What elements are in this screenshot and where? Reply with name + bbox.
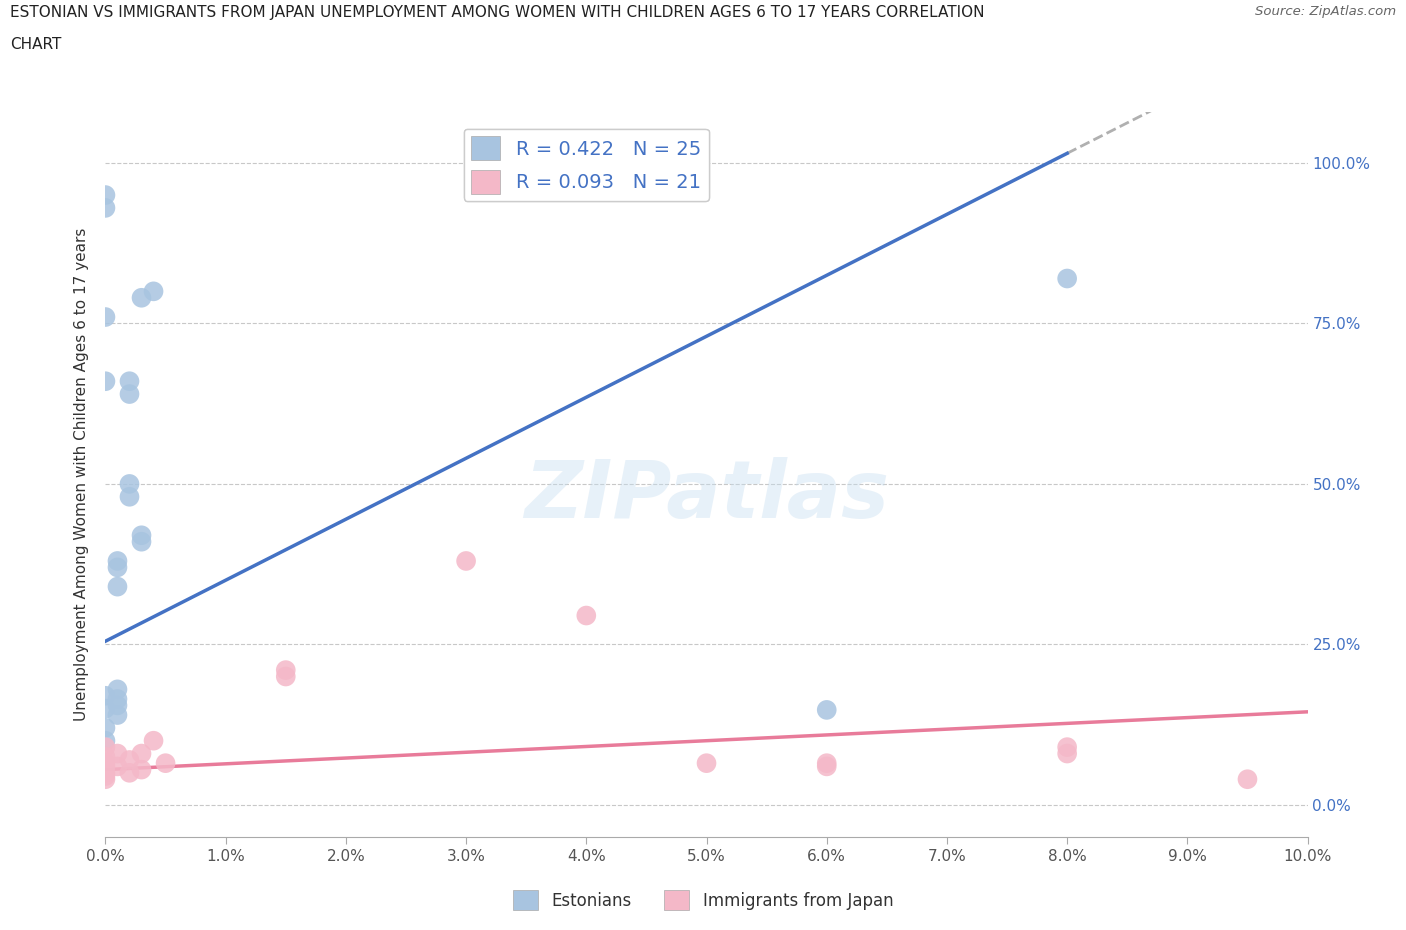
Point bbox=[94, 772, 117, 787]
Text: ESTONIAN VS IMMIGRANTS FROM JAPAN UNEMPLOYMENT AMONG WOMEN WITH CHILDREN AGES 6 : ESTONIAN VS IMMIGRANTS FROM JAPAN UNEMPL… bbox=[10, 5, 984, 20]
Point bbox=[1056, 739, 1078, 754]
Point bbox=[107, 579, 129, 594]
Point bbox=[107, 553, 129, 568]
Point bbox=[155, 756, 177, 771]
Point bbox=[1056, 746, 1078, 761]
Legend: R = 0.422   N = 25, R = 0.093   N = 21: R = 0.422 N = 25, R = 0.093 N = 21 bbox=[464, 128, 709, 201]
Point bbox=[94, 201, 117, 216]
Point bbox=[107, 682, 129, 697]
Point bbox=[94, 765, 117, 780]
Point bbox=[94, 756, 117, 771]
Point bbox=[274, 663, 297, 678]
Point bbox=[131, 763, 153, 777]
Point bbox=[1056, 271, 1078, 286]
Point bbox=[118, 752, 141, 767]
Point bbox=[274, 669, 297, 684]
Point bbox=[94, 721, 117, 736]
Point bbox=[107, 759, 129, 774]
Legend: Estonians, Immigrants from Japan: Estonians, Immigrants from Japan bbox=[506, 884, 900, 917]
Point bbox=[131, 534, 153, 549]
Point bbox=[94, 750, 117, 764]
Point bbox=[118, 765, 141, 780]
Point bbox=[118, 476, 141, 491]
Text: ZIPatlas: ZIPatlas bbox=[524, 457, 889, 535]
Point bbox=[94, 768, 117, 783]
Point bbox=[118, 489, 141, 504]
Point bbox=[1236, 772, 1258, 787]
Point bbox=[142, 284, 165, 299]
Point bbox=[94, 374, 117, 389]
Point bbox=[107, 746, 129, 761]
Point bbox=[131, 746, 153, 761]
Point bbox=[107, 708, 129, 723]
Point bbox=[454, 553, 477, 568]
Point bbox=[131, 290, 153, 305]
Point bbox=[107, 692, 129, 707]
Point bbox=[94, 759, 117, 774]
Point bbox=[142, 733, 165, 748]
Point bbox=[94, 733, 117, 748]
Point bbox=[118, 387, 141, 402]
Point bbox=[94, 310, 117, 325]
Point bbox=[94, 701, 117, 716]
Point bbox=[696, 756, 718, 771]
Point bbox=[815, 756, 838, 771]
Point bbox=[107, 698, 129, 712]
Point bbox=[815, 759, 838, 774]
Y-axis label: Unemployment Among Women with Children Ages 6 to 17 years: Unemployment Among Women with Children A… bbox=[75, 228, 90, 721]
Point bbox=[118, 374, 141, 389]
Text: CHART: CHART bbox=[10, 37, 62, 52]
Point bbox=[94, 688, 117, 703]
Point bbox=[575, 608, 598, 623]
Point bbox=[815, 702, 838, 717]
Point bbox=[107, 560, 129, 575]
Point bbox=[131, 528, 153, 543]
Point bbox=[94, 188, 117, 203]
Text: Source: ZipAtlas.com: Source: ZipAtlas.com bbox=[1256, 5, 1396, 18]
Point bbox=[94, 739, 117, 754]
